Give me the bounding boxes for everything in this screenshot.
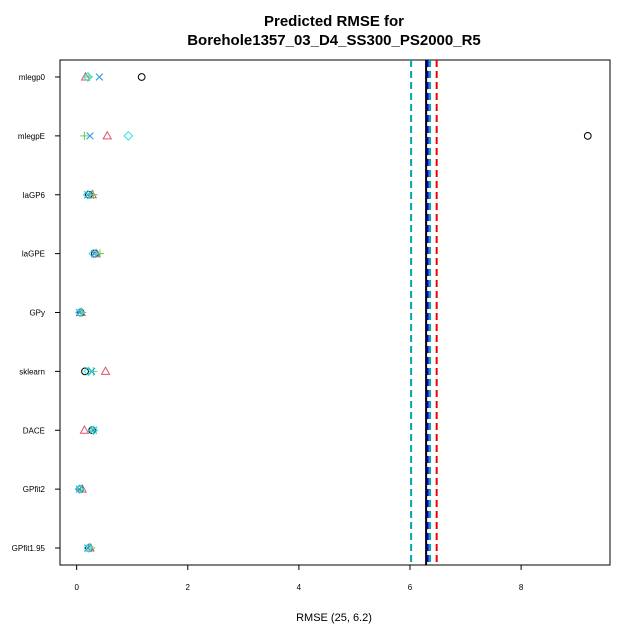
y-tick-label: GPfit2 [23, 485, 46, 494]
x-tick-label: 2 [186, 583, 191, 592]
point-diamond [82, 189, 93, 200]
point-triangle [100, 366, 111, 375]
point-circle [81, 367, 89, 376]
point-circle [583, 131, 592, 140]
point-circle [137, 73, 146, 81]
y-tick-label: DACE [23, 426, 45, 435]
point-plus [80, 131, 89, 141]
y-tick-label: GPy [29, 309, 45, 318]
point-plus [89, 190, 98, 199]
point-diamond [88, 425, 99, 436]
point-triangle [102, 130, 113, 140]
y-tick-label: GPfit1.95 [12, 544, 46, 553]
point-cross [90, 249, 99, 258]
x-tick-label: 6 [408, 583, 413, 592]
chart-title-line-2: Borehole1357_03_D4_SS300_PS2000_R5 [187, 32, 481, 49]
point-cross [86, 132, 94, 140]
point-diamond [82, 72, 93, 82]
y-tick-label: laGP6 [23, 191, 46, 200]
x-tick-label: 4 [297, 583, 302, 592]
x-tick-label: 0 [74, 583, 79, 592]
x-tick-label: 8 [519, 583, 524, 592]
point-cross [95, 73, 104, 81]
point-plus [89, 367, 98, 376]
y-tick-label: mlegpE [18, 132, 45, 141]
chart-title-line-1: Predicted RMSE for [264, 13, 404, 30]
x-axis: 0 2 4 6 8 [74, 565, 524, 592]
y-tick-label: sklearn [19, 367, 45, 376]
point-diamond [75, 307, 85, 318]
point-diamond [88, 248, 99, 259]
data-points [74, 71, 592, 553]
point-triangle [79, 425, 90, 434]
x-axis-label: RMSE (25, 6.2) [296, 612, 372, 624]
point-triangle [87, 189, 98, 199]
point-diamond [83, 543, 94, 553]
point-diamond [83, 366, 94, 377]
point-diamond [123, 130, 134, 141]
reference-lines [410, 60, 438, 565]
y-tick-label: laGPE [22, 250, 45, 259]
point-cross [87, 367, 96, 376]
plot-frame [59, 59, 611, 566]
y-axis: mlegp0 mlegpE laGP6 laGPE GPy sklearn DACE GPfi… [12, 73, 60, 553]
point-diamond [74, 484, 85, 495]
y-tick-label: mlegp0 [19, 73, 46, 82]
